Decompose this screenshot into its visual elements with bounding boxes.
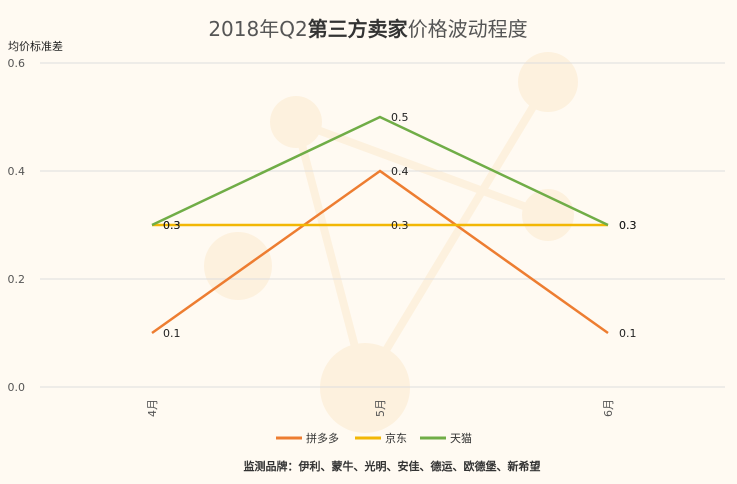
series-lines	[151, 115, 609, 335]
data-label: 0.5	[391, 111, 409, 124]
legend: 拼多多 京东 天猫	[276, 431, 472, 445]
data-label: 0.3	[619, 219, 637, 232]
y-axis-title: 均价标准差	[8, 39, 63, 53]
chart-title: 2018年Q2第三方卖家价格波动程度	[208, 17, 527, 41]
x-axis-ticks: 4月 5月 6月	[146, 399, 615, 417]
x-tick-label: 6月	[602, 399, 615, 417]
monitored-brands-note: 监测品牌：伊利、蒙牛、光明、安佳、德运、欧德堡、新希望	[244, 459, 541, 473]
data-label: 0.3	[163, 219, 181, 232]
data-label: 0.1	[619, 327, 637, 340]
data-label: 0.3	[619, 219, 637, 232]
series-line	[151, 115, 609, 227]
legend-label: 天猫	[450, 432, 472, 445]
series-line	[151, 169, 609, 335]
y-tick-label: 0.6	[8, 57, 26, 70]
x-tick-label: 4月	[146, 399, 159, 417]
y-tick-label: 0.0	[8, 381, 26, 394]
data-label: 0.3	[163, 219, 181, 232]
legend-label: 京东	[385, 431, 407, 445]
y-axis-ticks: 0.0 0.2 0.4 0.6	[8, 57, 26, 394]
gridlines	[40, 62, 725, 388]
y-tick-label: 0.4	[8, 165, 26, 178]
watermark-decoration	[204, 52, 578, 433]
y-tick-label: 0.2	[8, 273, 26, 286]
data-label: 0.3	[391, 219, 409, 232]
data-label: 0.4	[391, 165, 409, 178]
data-labels: 0.10.40.10.3 0.3 0.30.30.50.3	[163, 111, 637, 340]
data-label: 0.1	[163, 327, 181, 340]
legend-label: 拼多多	[306, 431, 339, 445]
x-tick-label: 5月	[374, 399, 387, 417]
